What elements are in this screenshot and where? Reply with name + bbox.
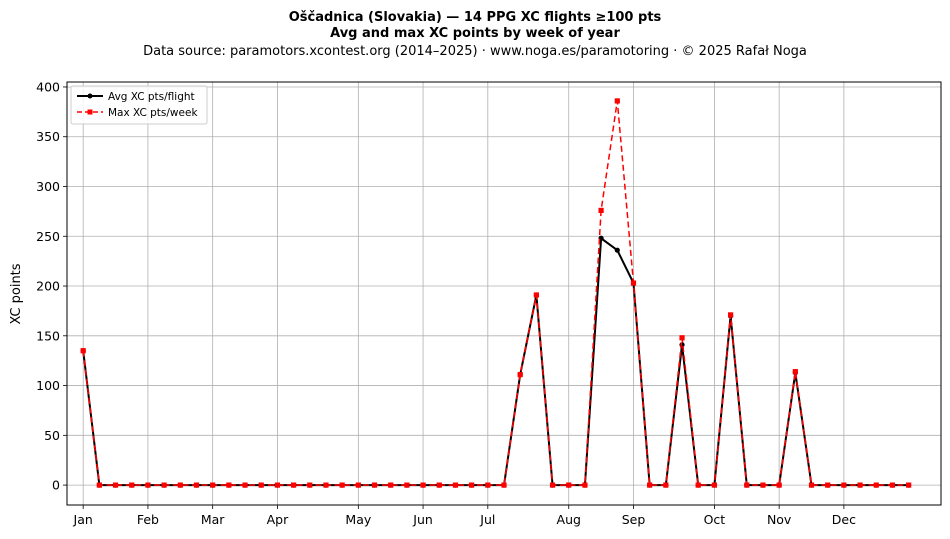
max-data-point — [388, 482, 394, 488]
max-data-point — [501, 482, 507, 488]
x-tick-label: Aug — [557, 512, 581, 527]
max-data-point — [420, 482, 426, 488]
max-data-point — [96, 482, 102, 488]
max-data-point — [452, 482, 459, 488]
max-data-point — [436, 482, 442, 488]
max-data-point — [517, 372, 523, 378]
y-tick-label: 300 — [36, 179, 60, 194]
legend-label-max: Max XC pts/week — [108, 107, 198, 119]
max-data-point — [679, 335, 685, 341]
max-data-point — [566, 482, 572, 488]
max-data-point — [873, 482, 879, 488]
x-tick-label: Jul — [479, 512, 495, 527]
max-data-point — [744, 482, 750, 488]
x-tick-label: Sep — [622, 512, 646, 527]
x-tick-label: Feb — [137, 512, 159, 527]
max-data-point — [129, 482, 135, 488]
max-data-point — [695, 482, 701, 488]
x-tick-label: May — [345, 512, 371, 527]
x-tick-label: Jun — [412, 512, 433, 527]
y-tick-label: 50 — [44, 428, 60, 443]
max-data-point — [112, 482, 119, 488]
y-tick-label: 200 — [36, 279, 60, 294]
y-tick-label: 400 — [36, 79, 60, 94]
max-data-point — [307, 482, 313, 488]
y-axis-label: XC points — [9, 263, 24, 324]
max-data-point — [161, 482, 167, 488]
y-tick-label: 150 — [36, 328, 60, 343]
max-data-point — [339, 482, 345, 488]
max-data-point — [469, 482, 475, 488]
max-data-point — [355, 482, 361, 488]
max-data-point — [258, 482, 264, 488]
legend-marker-max — [87, 109, 93, 115]
x-tick-label: Jan — [73, 512, 93, 527]
max-data-point — [776, 482, 782, 488]
chart-title: Oščadnica (Slovakia) — 14 PPG XC flights… — [289, 10, 662, 25]
max-data-point — [549, 482, 556, 488]
max-data-point — [210, 482, 216, 488]
x-axis: Jan Feb Mar Apr May Jun Jul Aug Sep Oct Nov Dec — [73, 505, 856, 527]
max-data-point — [614, 98, 620, 104]
series-max-line — [82, 100, 909, 486]
max-data-point — [647, 482, 653, 488]
max-data-point — [242, 482, 248, 488]
grid — [67, 82, 941, 505]
x-tick-label: Oct — [704, 512, 726, 527]
max-data-point — [792, 369, 798, 375]
max-data-point — [889, 482, 896, 488]
legend-box — [70, 85, 208, 125]
y-tick-label: 250 — [36, 229, 60, 244]
max-data-point — [906, 482, 912, 488]
max-data-point — [177, 482, 183, 488]
max-data-point — [371, 482, 378, 488]
max-data-point — [841, 482, 847, 488]
max-data-point — [598, 207, 604, 213]
max-data-point — [533, 292, 539, 298]
legend-marker-avg — [87, 93, 93, 99]
max-data-point — [485, 482, 491, 488]
y-tick-label: 350 — [36, 129, 60, 144]
max-data-point — [825, 482, 831, 488]
plot-series — [80, 98, 912, 488]
y-axis: 0 50 100 150 200 250 300 350 400 — [36, 79, 67, 493]
max-data-point — [226, 482, 232, 488]
x-tick-label: Mar — [201, 512, 225, 527]
chart-source: Data source: paramotors.xcontest.org (20… — [143, 44, 807, 59]
max-data-point — [193, 482, 200, 488]
max-data-point — [80, 348, 86, 354]
y-tick-label: 0 — [52, 478, 60, 493]
plot-frame — [66, 81, 942, 506]
max-data-point — [663, 482, 669, 488]
max-data-point — [145, 482, 151, 488]
legend: Avg XC pts/flight Max XC pts/week — [70, 85, 208, 125]
legend-label-avg: Avg XC pts/flight — [108, 91, 195, 103]
max-data-point — [290, 482, 297, 488]
max-data-point — [857, 482, 863, 488]
max-data-point — [760, 482, 766, 488]
y-tick-label: 100 — [36, 378, 60, 393]
max-data-point — [711, 482, 718, 488]
avg-data-point — [614, 247, 620, 253]
x-tick-label: Dec — [832, 512, 856, 527]
max-data-point — [630, 280, 637, 286]
max-data-point — [582, 482, 588, 488]
max-data-point — [404, 482, 410, 488]
series-avg-line — [82, 236, 909, 487]
max-data-point — [274, 482, 281, 488]
max-data-point — [808, 482, 815, 488]
chart-subtitle: Avg and max XC points by week of year — [330, 26, 620, 41]
max-data-point — [323, 482, 329, 488]
max-data-point — [727, 312, 734, 318]
x-tick-label: Apr — [267, 512, 289, 527]
x-tick-label: Nov — [767, 512, 792, 527]
